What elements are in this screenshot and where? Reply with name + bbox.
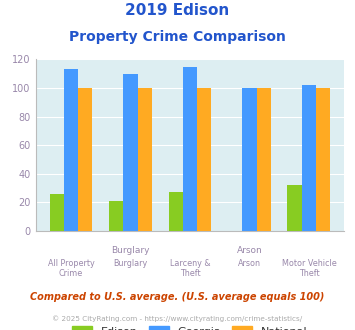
Bar	[183, 67, 197, 231]
Text: Property Crime Comparison: Property Crime Comparison	[69, 30, 286, 44]
Text: Motor Vehicle
Theft: Motor Vehicle Theft	[282, 259, 336, 279]
Text: 2019 Edison: 2019 Edison	[125, 3, 230, 18]
Bar	[78, 88, 92, 231]
Bar	[197, 88, 211, 231]
Text: Burglary: Burglary	[113, 259, 148, 268]
Bar	[50, 194, 64, 231]
Text: © 2025 CityRating.com - https://www.cityrating.com/crime-statistics/: © 2025 CityRating.com - https://www.city…	[53, 315, 302, 322]
Text: Compared to U.S. average. (U.S. average equals 100): Compared to U.S. average. (U.S. average …	[30, 292, 325, 302]
Bar	[257, 88, 271, 231]
Bar	[288, 185, 302, 231]
Text: Arson: Arson	[238, 259, 261, 268]
Bar	[169, 192, 183, 231]
Bar	[123, 74, 138, 231]
Bar	[242, 88, 257, 231]
Bar	[109, 201, 123, 231]
Text: Arson: Arson	[236, 246, 262, 255]
Text: All Property
Crime: All Property Crime	[48, 259, 94, 279]
Text: Burglary: Burglary	[111, 246, 150, 255]
Bar	[138, 88, 152, 231]
Legend: Edison, Georgia, National: Edison, Georgia, National	[72, 326, 308, 330]
Text: Larceny &
Theft: Larceny & Theft	[170, 259, 210, 279]
Bar	[302, 85, 316, 231]
Bar	[316, 88, 330, 231]
Bar	[64, 69, 78, 231]
